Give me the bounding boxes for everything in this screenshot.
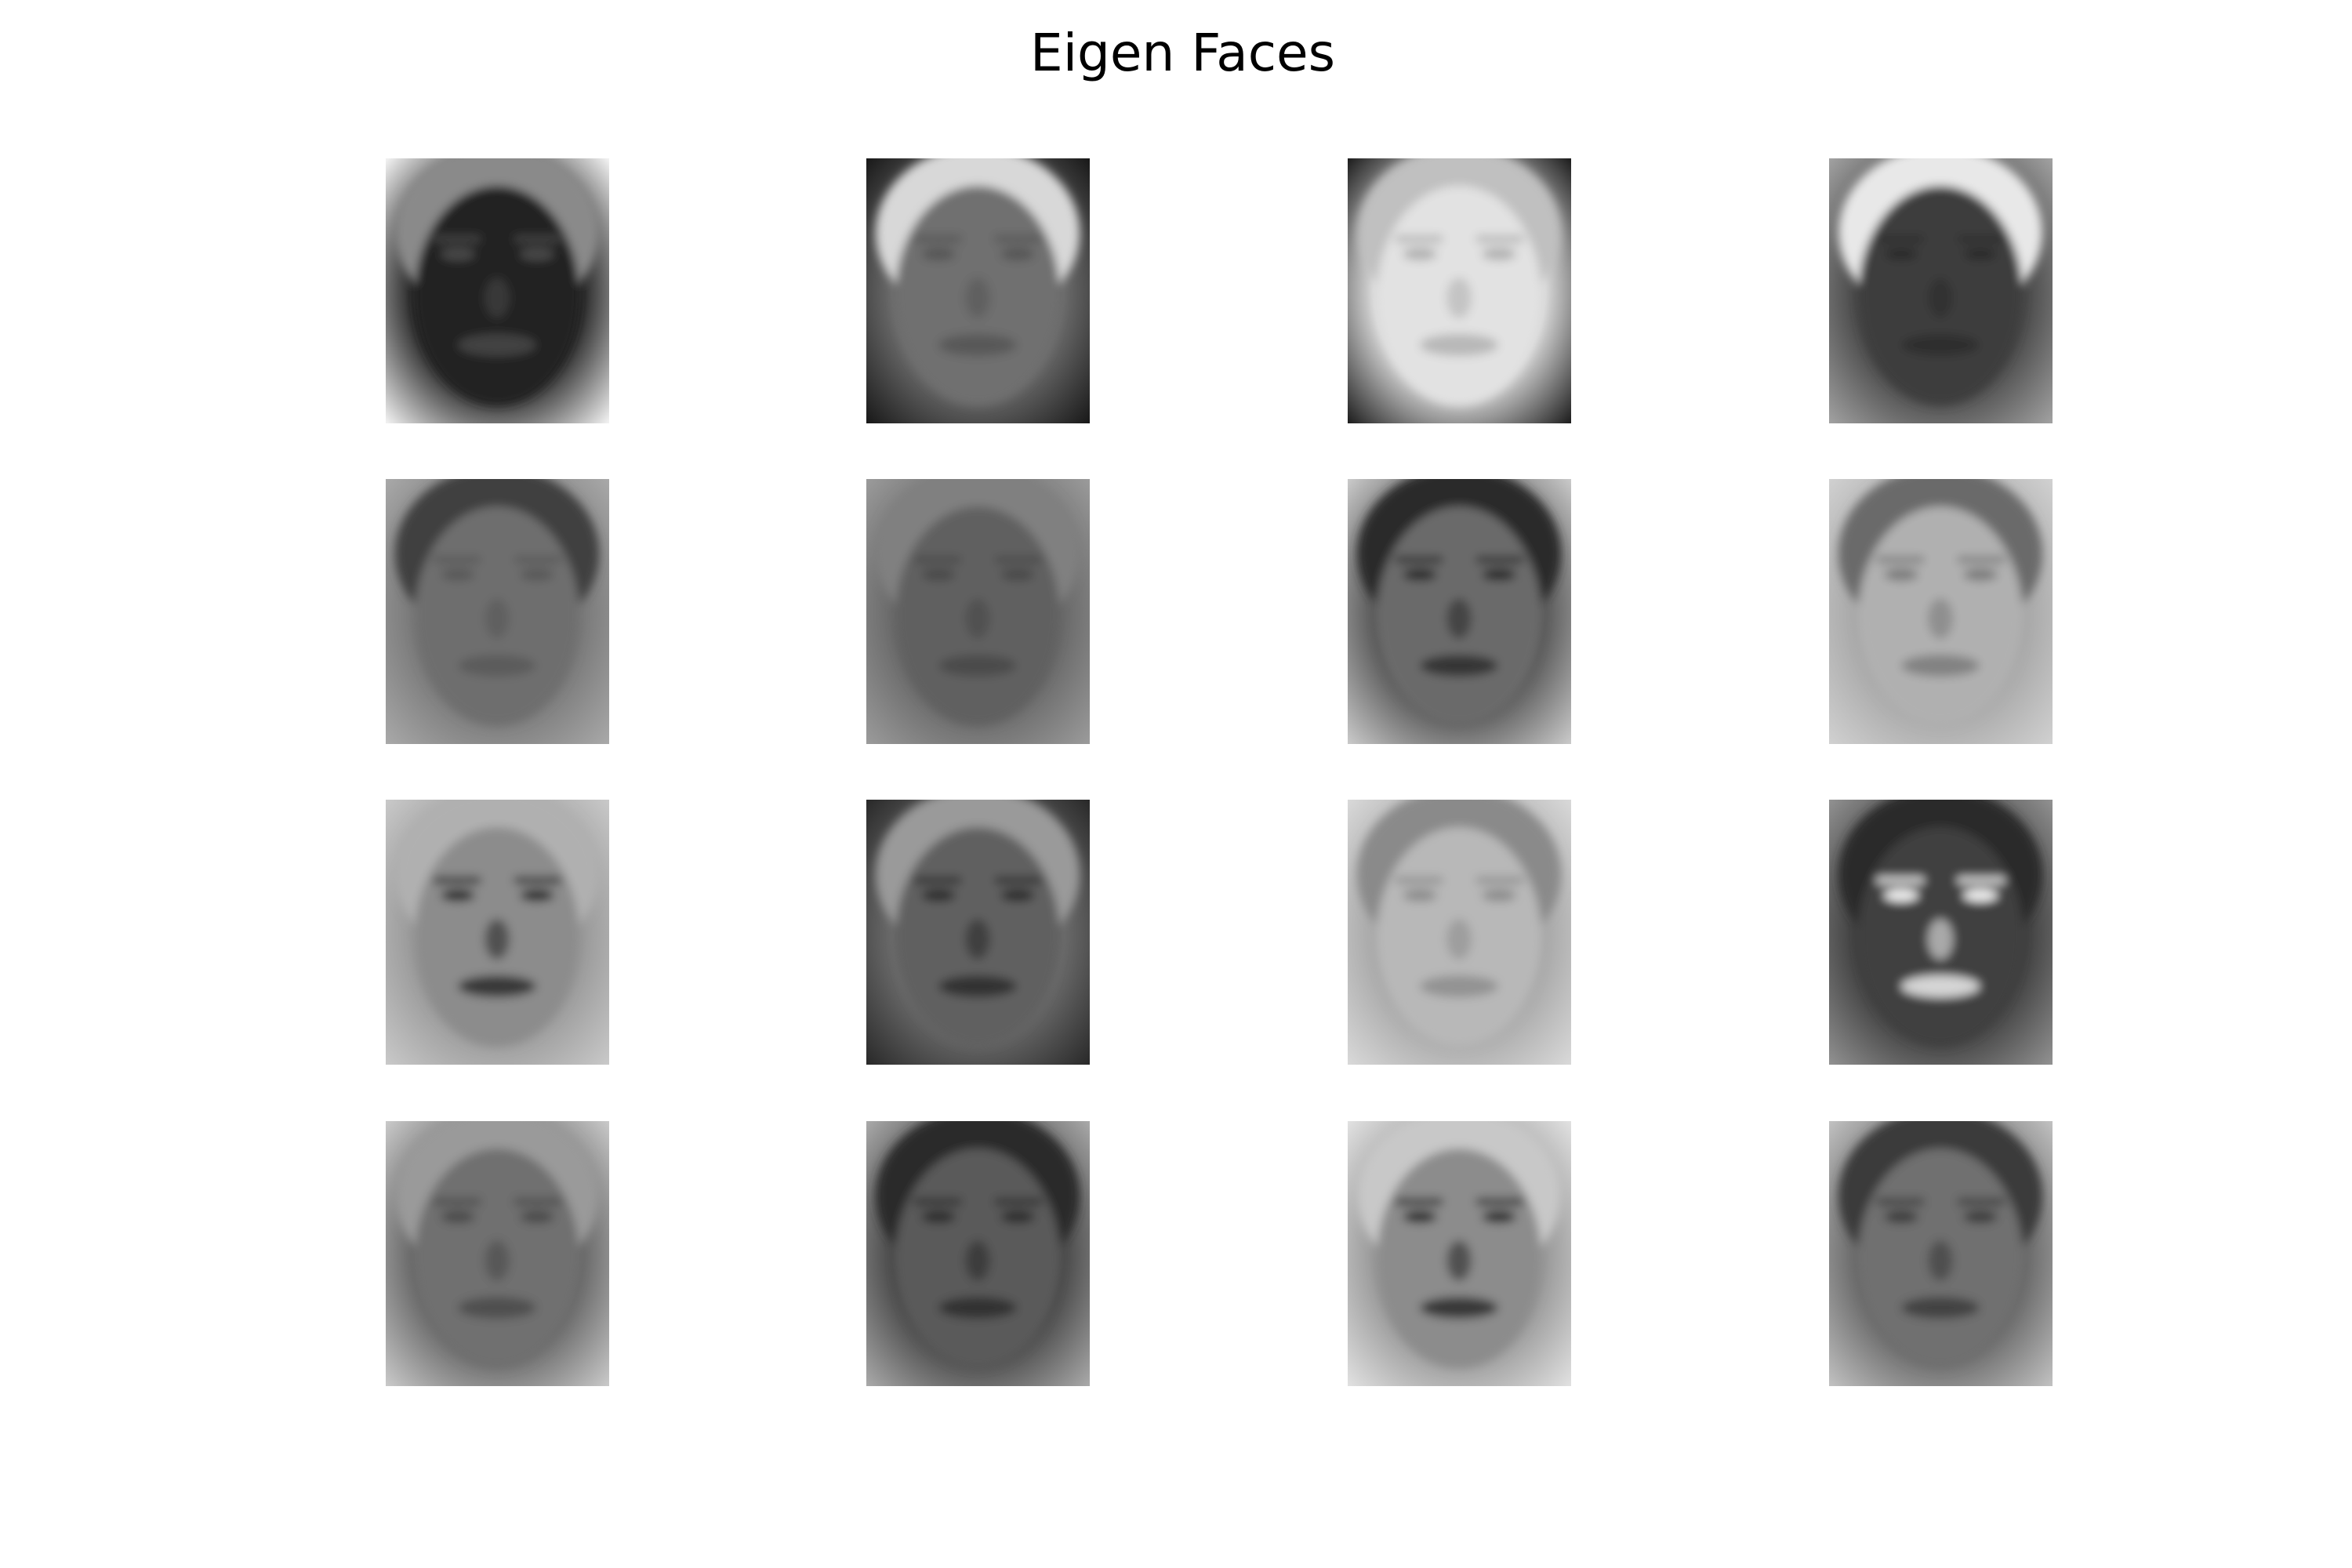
eigenface-image	[1829, 158, 2053, 423]
eigenface-image	[866, 1121, 1090, 1386]
eigenface-image	[1829, 800, 2053, 1065]
eigenface-image	[866, 479, 1090, 744]
eigenface-image	[1348, 479, 1571, 744]
eigenface-image	[1829, 1121, 2053, 1386]
figure-title: Eigen Faces	[1030, 23, 1335, 83]
eigenface-image	[386, 800, 609, 1065]
eigenface-image	[386, 1121, 609, 1386]
eigenface-image	[386, 158, 609, 423]
eigenface-image	[866, 158, 1090, 423]
eigenface-image	[1348, 158, 1571, 423]
eigenface-image	[1348, 800, 1571, 1065]
eigenface-image	[866, 800, 1090, 1065]
eigenface-image	[1829, 479, 2053, 744]
eigenface-image	[386, 479, 609, 744]
eigenface-image	[1348, 1121, 1571, 1386]
